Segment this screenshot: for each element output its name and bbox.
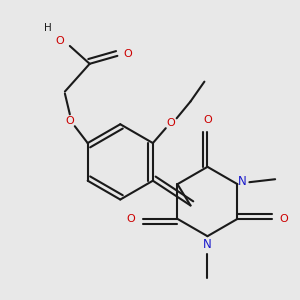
- Text: O: O: [203, 115, 212, 125]
- Text: O: O: [56, 36, 64, 46]
- Text: O: O: [123, 49, 132, 59]
- Text: N: N: [238, 175, 247, 188]
- Text: H: H: [44, 23, 52, 33]
- Text: O: O: [280, 214, 288, 224]
- Text: N: N: [203, 238, 212, 250]
- Text: O: O: [166, 118, 175, 128]
- Text: O: O: [127, 214, 135, 224]
- Text: O: O: [65, 116, 74, 126]
